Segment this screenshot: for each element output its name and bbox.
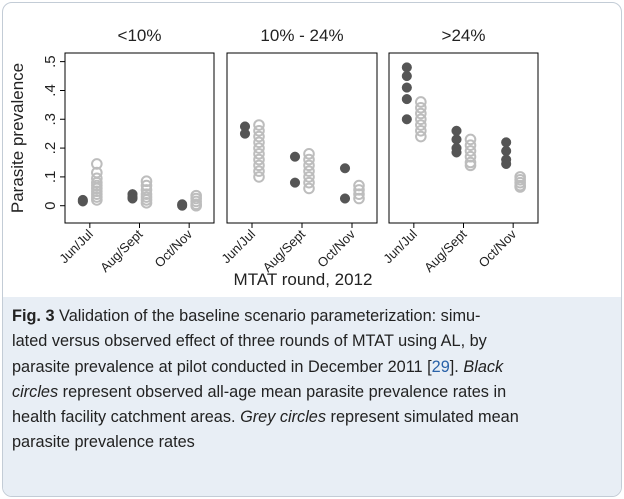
- panel-title: >24%: [442, 26, 486, 45]
- simulated-point: [303, 176, 315, 189]
- simulated-point: [253, 159, 265, 172]
- simulated-point: [415, 107, 427, 120]
- panel-title: <10%: [118, 26, 162, 45]
- observed-point: [501, 158, 512, 169]
- caption-italic: circles: [12, 382, 59, 401]
- caption-text: parasite prevalence at pilot conducted i…: [12, 357, 432, 376]
- simulated-point: [253, 148, 265, 160]
- chart: Parasite prevalence 0 .1 .2 .3 .4 .5 MTAT round…: [8, 26, 539, 289]
- simulated-point: [303, 159, 315, 172]
- caption-text: Validation of the baseline scenario para…: [54, 307, 481, 325]
- observed-point: [401, 82, 412, 93]
- x-tick-label: Aug/Sept: [97, 226, 146, 275]
- observed-point: [127, 193, 138, 204]
- x-tick-label: Jun/Jul: [380, 226, 420, 266]
- observed-point: [451, 134, 462, 145]
- observed-point: [239, 128, 251, 139]
- observed-point: [289, 177, 301, 188]
- simulated-point: [253, 124, 265, 137]
- observed-point: [451, 125, 462, 136]
- observed-point: [401, 62, 412, 73]
- observed-point: [401, 114, 412, 125]
- caption-area: Fig. 3 Validation of the baseline scenar…: [3, 297, 621, 496]
- simulated-point: [303, 153, 315, 166]
- panel-frame: [388, 52, 539, 224]
- y-tick-label: .4: [42, 84, 59, 97]
- observed-point: [401, 71, 412, 82]
- simulated-point: [415, 124, 427, 137]
- simulated-point: [190, 199, 202, 212]
- caption: Fig. 3 Validation of the baseline scenar…: [12, 304, 519, 456]
- caption-text: represent observed all-age mean parasite…: [58, 382, 507, 401]
- simulated-point: [303, 165, 315, 177]
- caption-text: lated versus observed effect of three ro…: [12, 332, 487, 351]
- observed-point: [289, 151, 301, 162]
- x-tick-label: Aug/Sept: [260, 226, 309, 275]
- simulated-point: [353, 192, 365, 205]
- x-tick-label: Oct/Nov: [314, 226, 358, 270]
- simulated-point: [415, 101, 427, 114]
- observed-point: [501, 137, 512, 148]
- simulated-point: [353, 188, 365, 200]
- caption-italic: Black: [463, 357, 504, 376]
- x-tick-label: Aug/Sept: [421, 226, 470, 275]
- simulated-point: [514, 181, 526, 193]
- simulated-point: [253, 171, 265, 183]
- x-tick-label: Oct/Nov: [151, 226, 195, 270]
- simulated-point: [253, 136, 265, 149]
- x-axis-label: MTAT round, 2012: [234, 270, 373, 289]
- y-axis-label: Parasite prevalence: [8, 63, 27, 213]
- simulated-point: [253, 119, 265, 131]
- simulated-point: [415, 119, 427, 131]
- panel-title: 10% - 24%: [260, 26, 343, 45]
- figure-label: Fig. 3: [12, 307, 55, 325]
- observed-point: [339, 193, 351, 204]
- x-tick-label: Jun/Jul: [218, 226, 258, 266]
- simulated-point: [464, 145, 477, 157]
- caption-text: parasite prevalence rates: [12, 433, 195, 452]
- simulated-point: [140, 197, 153, 209]
- y-tick-label: .3: [42, 113, 59, 126]
- observed-point: [177, 200, 188, 211]
- citation[interactable]: 29: [431, 357, 450, 376]
- simulated-point: [253, 142, 265, 154]
- observed-point: [339, 163, 351, 174]
- simulated-point: [464, 139, 477, 152]
- caption-text: ].: [449, 357, 464, 376]
- y-tick-label: .5: [42, 55, 59, 68]
- simulated-point: [415, 113, 427, 126]
- x-tick-label: Oct/Nov: [475, 226, 519, 270]
- observed-point: [501, 145, 512, 157]
- simulated-point: [415, 96, 427, 108]
- caption-text: represent simulated mean: [326, 408, 519, 427]
- x-tick-label: Jun/Jul: [56, 226, 96, 266]
- y-tick-label: .1: [42, 171, 59, 184]
- simulated-point: [415, 130, 427, 143]
- simulated-point: [464, 159, 477, 172]
- simulated-point: [303, 148, 315, 160]
- simulated-point: [303, 171, 315, 183]
- simulated-point: [303, 182, 315, 195]
- simulated-point: [464, 133, 477, 146]
- observed-point: [77, 196, 88, 207]
- observed-point: [401, 94, 412, 105]
- simulated-point: [253, 130, 265, 143]
- simulated-point: [253, 165, 265, 177]
- simulated-point: [91, 194, 103, 206]
- caption-italic: Grey circles: [240, 408, 327, 427]
- caption-text: health facility catchment areas.: [12, 408, 241, 427]
- y-tick-label: .2: [42, 142, 59, 155]
- y-tick-label: 0: [42, 202, 59, 210]
- simulated-point: [253, 153, 265, 166]
- observed-point: [451, 147, 462, 158]
